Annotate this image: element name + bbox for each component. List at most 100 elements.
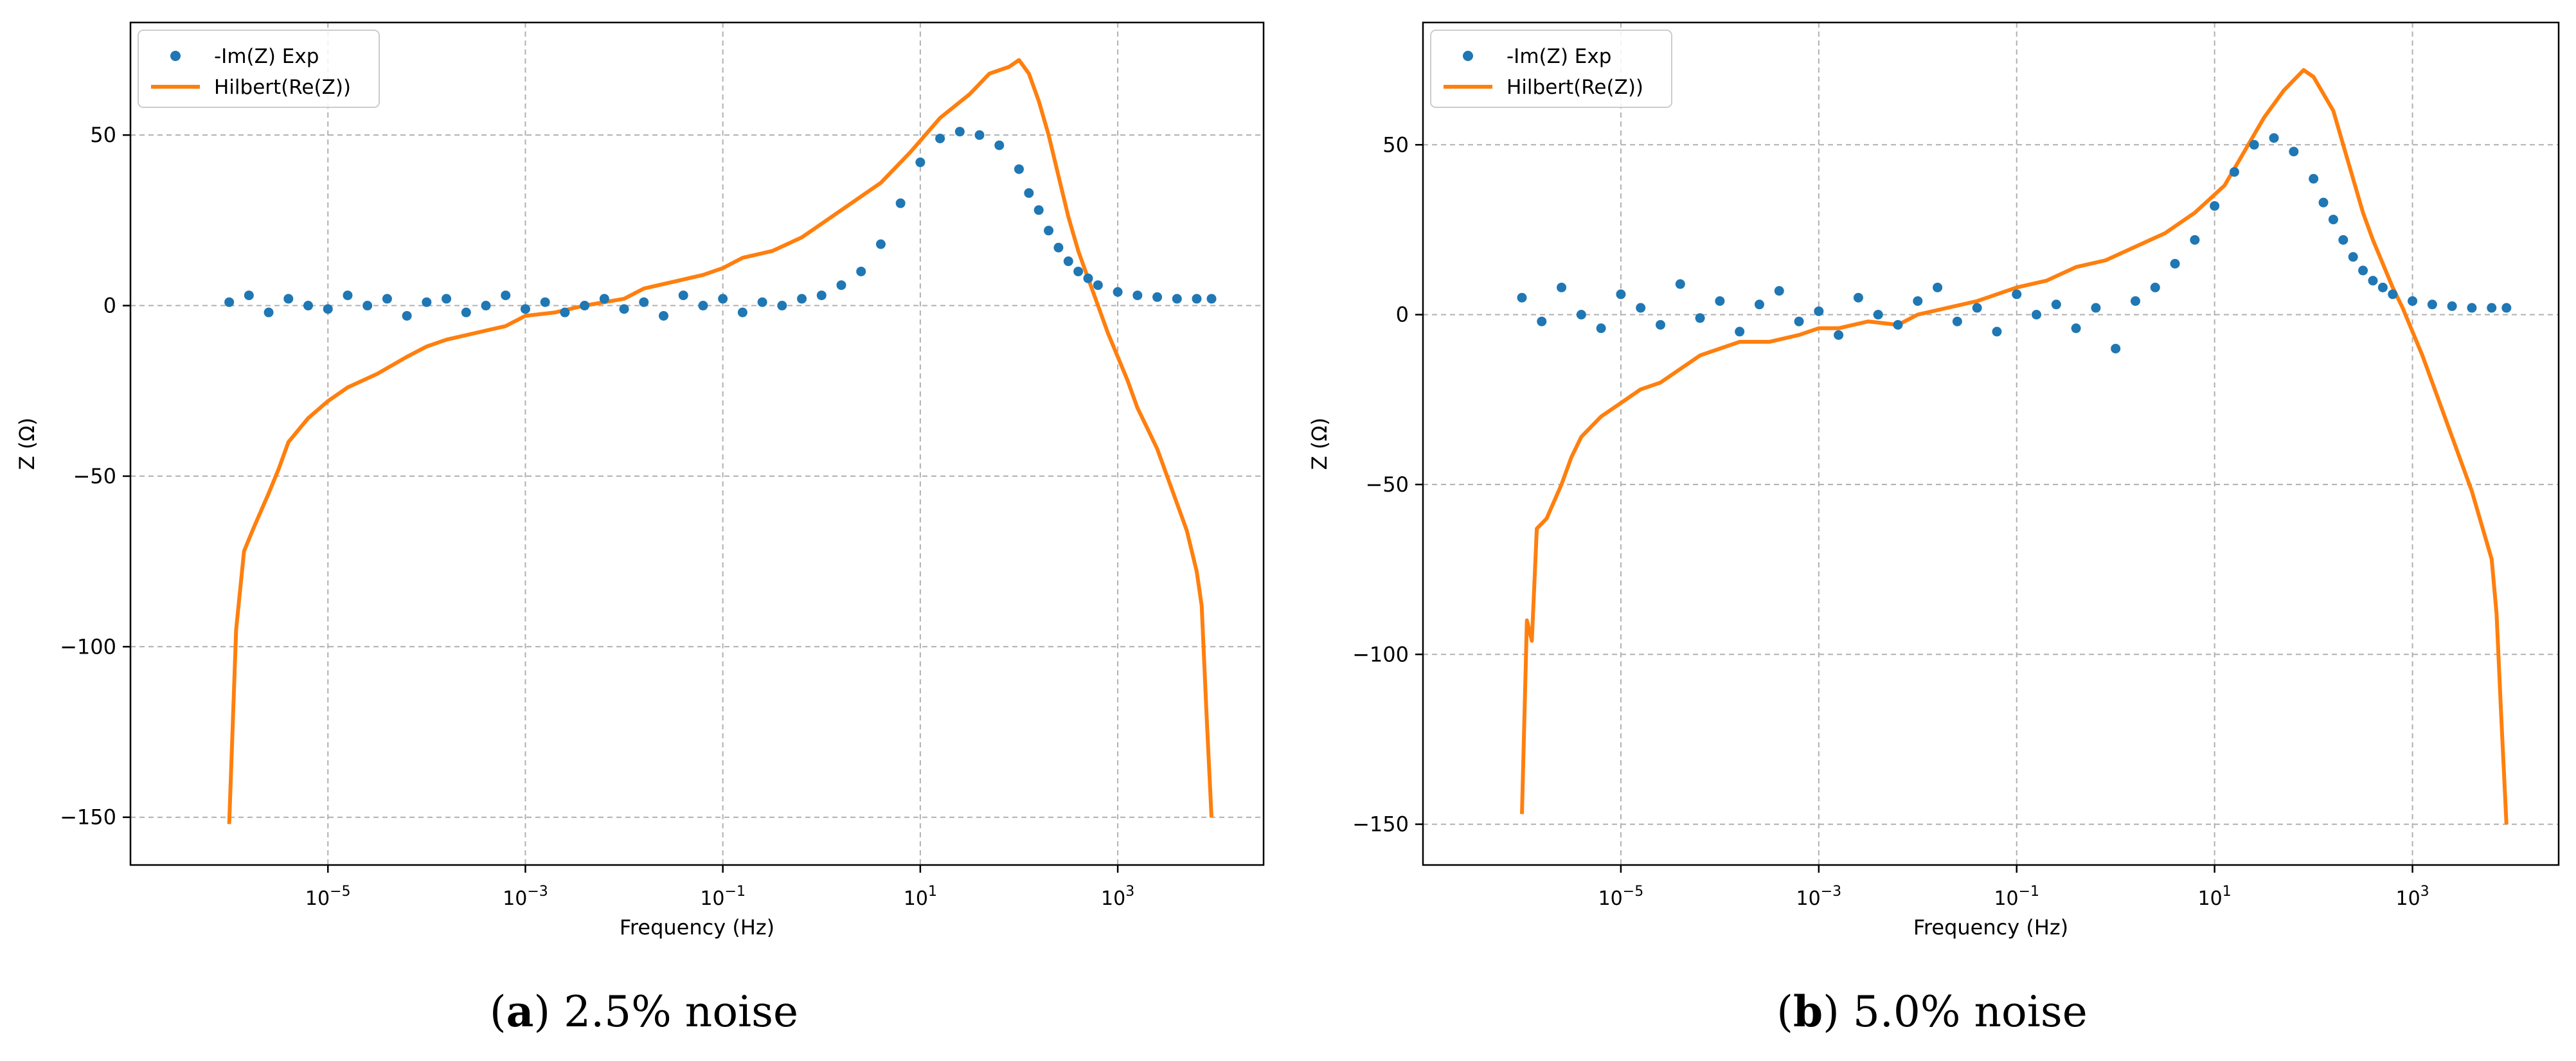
- data-point: [1933, 282, 1943, 292]
- data-point: [1853, 292, 1863, 303]
- data-point: [580, 301, 590, 311]
- data-point: [2071, 323, 2081, 334]
- data-point: [2427, 299, 2437, 310]
- data-point: [224, 297, 235, 307]
- data-point: [2289, 147, 2299, 157]
- data-point: [2348, 252, 2358, 262]
- data-point: [382, 294, 392, 304]
- data-point: [2501, 303, 2512, 313]
- data-point: [2487, 303, 2497, 313]
- data-point: [1834, 330, 1844, 340]
- x-tick-label: 10−5: [1598, 884, 1644, 910]
- data-point: [2032, 310, 2042, 320]
- x-axis-label: Frequency (Hz): [620, 915, 774, 940]
- data-point: [461, 307, 471, 317]
- data-point: [1083, 273, 1093, 283]
- panel-b: 10−5 10−3 10−1 101 103 −150 −100 −50 0 50 Frequenc…: [1288, 0, 2576, 1061]
- data-point: [1152, 292, 1163, 302]
- data-point: [974, 130, 985, 140]
- data-point: [1992, 326, 2002, 337]
- data-point: [501, 290, 511, 301]
- data-point: [895, 198, 906, 208]
- data-point: [1192, 294, 1202, 304]
- x-tick-label: 10−3: [1796, 884, 1842, 910]
- data-point: [698, 301, 708, 311]
- data-point: [777, 301, 787, 311]
- data-point: [2150, 282, 2160, 292]
- data-point: [954, 127, 965, 137]
- data-point: [678, 290, 688, 301]
- data-point: [2447, 301, 2457, 311]
- data-point: [2328, 215, 2338, 225]
- data-point: [1172, 294, 1182, 304]
- data-point: [1952, 316, 1962, 326]
- data-point: [1537, 316, 1547, 326]
- data-point: [2358, 265, 2368, 276]
- data-point: [1044, 226, 1054, 236]
- data-point: [323, 304, 333, 314]
- data-point: [1596, 323, 1606, 334]
- caption-a-letter: a: [506, 986, 534, 1037]
- data-point: [1206, 294, 1217, 304]
- data-point: [1814, 306, 1824, 316]
- data-point: [264, 307, 274, 317]
- data-point: [2210, 201, 2220, 211]
- data-point: [303, 301, 313, 311]
- data-point: [2388, 289, 2398, 299]
- data-point: [2309, 174, 2319, 184]
- chart-b: 10−5 10−3 10−1 101 103 −150 −100 −50 0 50 Frequenc…: [1307, 21, 2560, 940]
- plot-frame: [1422, 21, 2560, 866]
- caption-a-close: ): [533, 987, 551, 1037]
- caption-b-text: 5.0% noise: [1852, 987, 2088, 1037]
- data-point: [1033, 205, 1044, 215]
- data-point: [1063, 256, 1073, 267]
- data-point: [875, 239, 886, 249]
- x-tick-label: 10−3: [503, 884, 548, 910]
- caption-a-text: 2.5% noise: [564, 987, 799, 1037]
- data-point: [1774, 286, 1784, 296]
- data-point: [2091, 303, 2101, 313]
- data-point: [2111, 343, 2121, 353]
- y-tick-label: −50: [1365, 472, 1409, 497]
- y-tick-label: −150: [1352, 812, 1409, 837]
- x-tick-label: 103: [2395, 884, 2429, 910]
- data-point: [915, 157, 926, 168]
- data-point: [1557, 282, 1567, 292]
- data-point: [1517, 292, 1527, 303]
- y-tick-label: −100: [1352, 642, 1409, 666]
- data-point: [1735, 326, 1745, 337]
- chart-a: 10−5 10−3 10−1 101 103 −150 −100 −50 0 50 Frequenc…: [15, 21, 1265, 940]
- data-point: [1576, 310, 1586, 320]
- data-point: [994, 140, 1005, 150]
- x-tick-label: 103: [1101, 884, 1134, 910]
- data-point: [1794, 316, 1804, 326]
- data-point: [1113, 287, 1123, 297]
- data-point: [362, 301, 373, 311]
- data-point: [1073, 266, 1084, 276]
- data-point: [1913, 296, 1923, 306]
- data-point: [816, 290, 827, 301]
- data-point: [935, 133, 945, 143]
- data-point: [1024, 188, 1034, 198]
- y-tick-label: −150: [60, 805, 116, 830]
- data-point: [797, 294, 807, 304]
- caption-a-open: (: [489, 987, 506, 1037]
- data-point: [1656, 319, 1666, 330]
- y-tick-label: 0: [103, 294, 116, 318]
- y-tick-label: −100: [60, 634, 116, 659]
- data-point: [2190, 235, 2200, 245]
- caption-b: (b) 5.0% noise: [1288, 986, 2576, 1037]
- x-tick-label: 10−1: [700, 884, 746, 910]
- plot-frame: [129, 21, 1265, 866]
- data-point: [2051, 299, 2061, 310]
- y-axis-label: Z (Ω): [15, 418, 39, 470]
- data-point: [1715, 296, 1725, 306]
- data-point: [658, 310, 668, 321]
- data-point: [2012, 289, 2022, 299]
- data-point: [2170, 258, 2180, 269]
- legend-label: -Im(Z) Exp: [214, 45, 319, 68]
- data-point: [283, 294, 294, 304]
- data-point: [737, 307, 747, 317]
- data-point: [1695, 313, 1705, 323]
- y-axis-label: Z (Ω): [1307, 418, 1332, 470]
